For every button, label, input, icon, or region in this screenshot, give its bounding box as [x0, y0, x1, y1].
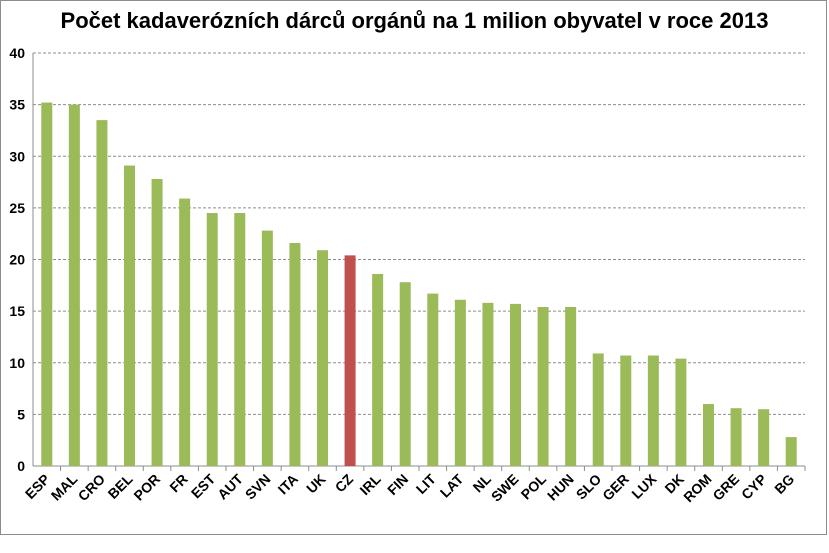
x-tick-label: MAL	[48, 470, 81, 503]
x-tick-label: LUX	[628, 470, 660, 502]
bar-esp	[41, 102, 53, 466]
x-tick-label: LIT	[413, 470, 439, 496]
x-tick-label: LAT	[437, 470, 467, 500]
x-tick-label: BEL	[105, 470, 136, 501]
x-tick-label: EST	[188, 470, 219, 501]
x-tick-label: GER	[599, 471, 632, 504]
y-tick-label: 30	[9, 148, 25, 164]
x-tick-label: SVN	[242, 471, 274, 503]
x-tick-label: CRO	[75, 471, 108, 504]
x-tick-label: SWE	[488, 471, 522, 505]
bar-cro	[96, 120, 108, 467]
bar-dk	[675, 358, 687, 466]
bar-lat	[454, 299, 466, 466]
x-tick-label: AUT	[214, 470, 246, 502]
chart-frame	[0, 0, 827, 535]
x-tick-label: ESP	[22, 471, 53, 502]
bar-nl	[482, 302, 494, 466]
x-tick-label: ROM	[680, 471, 714, 505]
bar-bel	[124, 165, 135, 467]
x-tick-label: HUN	[544, 471, 577, 504]
bar-mal	[68, 104, 80, 466]
y-tick-label: 35	[9, 97, 25, 113]
x-tick-label: CZ	[332, 470, 357, 495]
x-tick-label: SLO	[573, 471, 605, 503]
x-tick-label: ITA	[275, 471, 302, 498]
bar-cz	[344, 255, 356, 466]
bar-lux	[647, 355, 659, 466]
chart-title: Počet kadaverózních dárců orgánů na 1 mi…	[60, 8, 769, 33]
y-tick-label: 40	[9, 45, 25, 61]
bar-ger	[620, 355, 632, 466]
y-tick-label: 15	[9, 303, 25, 319]
bar-slo	[592, 353, 604, 466]
bar-aut	[234, 213, 246, 466]
x-tick-label: POL	[518, 470, 550, 502]
x-tick-label: IRL	[356, 470, 384, 498]
bar-por	[151, 178, 163, 466]
x-tick-label: GRE	[709, 471, 742, 504]
bar-rom	[703, 404, 714, 466]
y-tick-label: 10	[9, 355, 25, 371]
y-tick-label: 0	[17, 458, 25, 474]
y-tick-label: 25	[9, 200, 25, 216]
bar-cyp	[758, 409, 770, 466]
x-tick-label: FIN	[384, 471, 411, 498]
x-tick-label: BG	[771, 471, 797, 497]
bar-pol	[537, 306, 549, 466]
bar-fin	[399, 282, 411, 466]
bar-uk	[317, 250, 328, 466]
x-tick-label: CYP	[738, 471, 770, 503]
bar-irl	[372, 273, 384, 466]
bar-ita	[289, 242, 301, 466]
bar-fr	[179, 198, 191, 466]
bar-lit	[427, 293, 439, 466]
bar-hun	[565, 306, 577, 466]
x-tick-label: POR	[130, 471, 163, 504]
x-tick-label: FR	[166, 471, 191, 496]
y-tick-label: 20	[9, 252, 25, 268]
y-tick-label: 5	[17, 406, 25, 422]
bar-svn	[261, 230, 273, 466]
bar-swe	[510, 303, 521, 466]
bar-est	[206, 213, 218, 466]
x-tick-label: UK	[303, 471, 329, 497]
bar-bg	[785, 437, 797, 466]
bar-gre	[730, 408, 742, 466]
